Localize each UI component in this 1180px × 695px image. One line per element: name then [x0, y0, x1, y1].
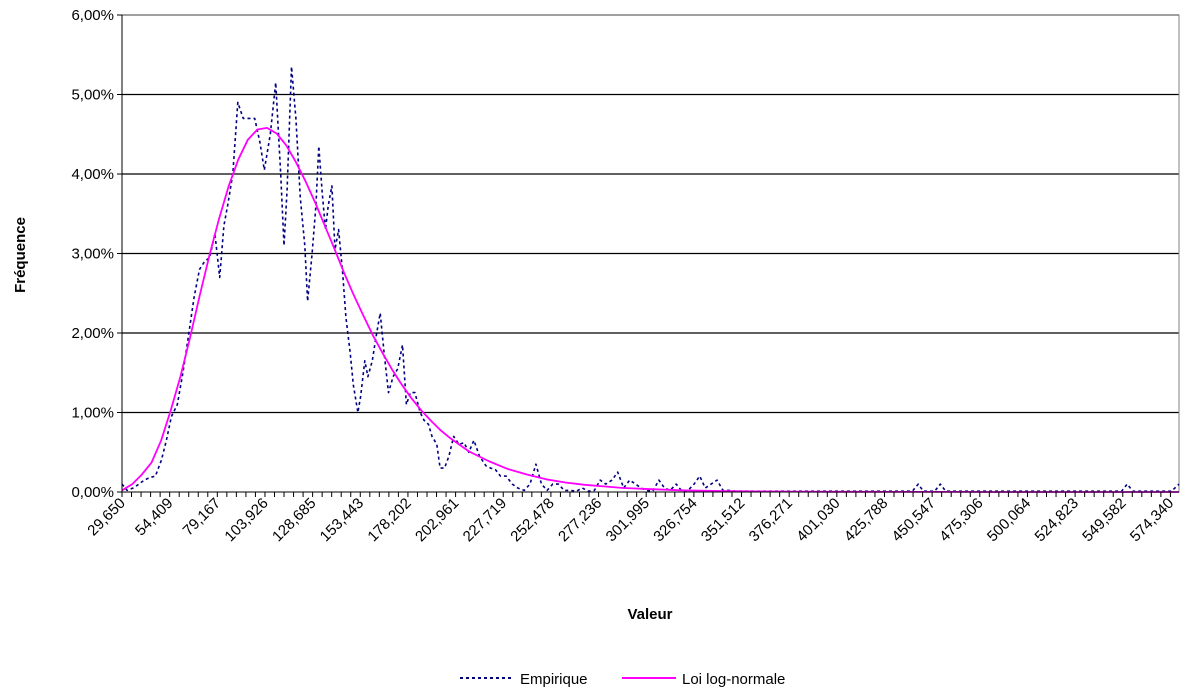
x-tick-label: 475,306 [936, 495, 986, 545]
x-tick-label: 500,064 [984, 495, 1034, 545]
x-tick-label: 103,926 [221, 495, 271, 545]
y-tick-label: 6,00% [71, 7, 114, 24]
x-tick-label: 401,030 [793, 495, 843, 545]
x-tick-label: 252,478 [507, 495, 557, 545]
y-tick-label: 3,00% [71, 246, 114, 263]
x-tick-label: 326,754 [650, 495, 700, 545]
series-layer [121, 65, 1180, 493]
y-tick-label: 5,00% [71, 87, 114, 104]
x-tick-label: 450,547 [889, 495, 939, 545]
x-tick-label: 301,995 [603, 495, 653, 545]
legend-label-empirique: Empirique [520, 671, 588, 688]
y-tick-label: 4,00% [71, 166, 114, 183]
legend-label-lognormale: Loi log-normale [682, 671, 785, 688]
x-tick-label: 54,409 [132, 495, 176, 539]
x-tick-label: 524,823 [1032, 495, 1082, 545]
x-tick-label: 128,685 [269, 495, 319, 545]
x-tick-label: 425,788 [841, 495, 891, 545]
x-tick-label: 79,167 [180, 495, 224, 539]
series-line-empirique [121, 65, 1180, 493]
legend: Empirique Loi log-normale [460, 671, 785, 688]
gridlines [122, 14, 1179, 414]
x-tick-label: 227,719 [460, 495, 510, 545]
y-tick-label: 1,00% [71, 405, 114, 422]
x-tick-label: 153,443 [317, 495, 367, 545]
x-tick-label: 178,202 [364, 495, 414, 545]
x-tick-label: 277,236 [555, 495, 605, 545]
x-tick-label: 376,271 [746, 495, 796, 545]
y-tick-label: 2,00% [71, 325, 114, 342]
x-tick-label: 549,582 [1079, 495, 1129, 545]
x-axis-ticks: 29,650 54,409 79,167103,926128,685153,4431… [84, 492, 1177, 545]
x-axis-title: Valeur [627, 606, 672, 623]
y-axis-ticks: 0,00% 1,00% 2,00% 3,00% 4,00% 5,00% 6,00% [71, 7, 122, 501]
x-tick-label: 29,650 [84, 495, 128, 539]
x-tick-label: 351,512 [698, 495, 748, 545]
y-axis-title: Fréquence [12, 217, 29, 293]
x-tick-label: 202,961 [412, 495, 462, 545]
y-tick-label: 0,00% [71, 484, 114, 501]
x-tick-label: 574,340 [1127, 495, 1177, 545]
